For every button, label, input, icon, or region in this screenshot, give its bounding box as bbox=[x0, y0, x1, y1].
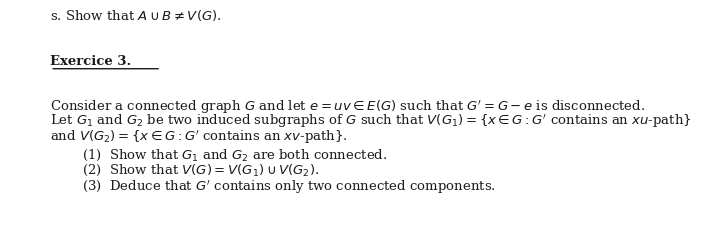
Text: Exercice 3.: Exercice 3. bbox=[50, 55, 131, 68]
Text: Consider a connected graph $G$ and let $e = uv \in E(G)$ such that $G' = G - e$ : Consider a connected graph $G$ and let $… bbox=[50, 98, 645, 116]
Text: and $V(G_2) = \{x \in G : G'$ contains an $xv$-path$\}$.: and $V(G_2) = \{x \in G : G'$ contains a… bbox=[50, 128, 348, 146]
Text: s. Show that $A \cup B \neq V(G)$.: s. Show that $A \cup B \neq V(G)$. bbox=[50, 8, 222, 23]
Text: (1)  Show that $G_1$ and $G_2$ are both connected.: (1) Show that $G_1$ and $G_2$ are both c… bbox=[82, 148, 388, 163]
Text: (2)  Show that $V(G) = V(G_1) \cup V(G_2)$.: (2) Show that $V(G) = V(G_1) \cup V(G_2)… bbox=[82, 163, 319, 178]
Text: (3)  Deduce that $G'$ contains only two connected components.: (3) Deduce that $G'$ contains only two c… bbox=[82, 178, 496, 196]
Text: Let $G_1$ and $G_2$ be two induced subgraphs of $G$ such that $V(G_1) = \{x \in : Let $G_1$ and $G_2$ be two induced subgr… bbox=[50, 113, 692, 130]
